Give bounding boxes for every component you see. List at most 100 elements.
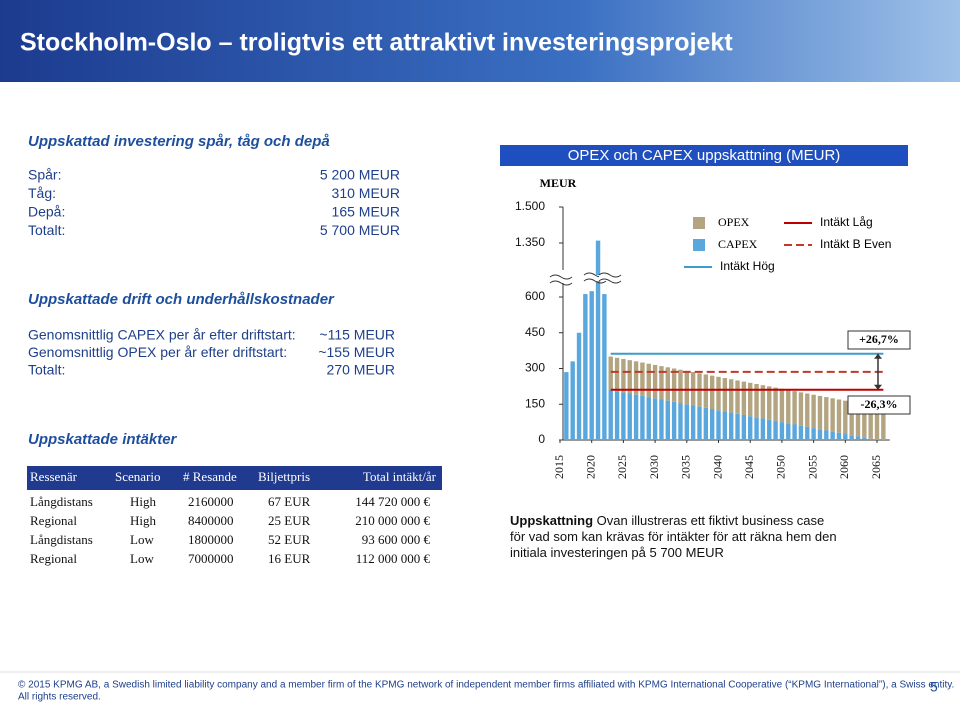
bar xyxy=(589,291,594,440)
row-label: Genomsnittlig OPEX per år efter driftsta… xyxy=(28,344,287,360)
axis-break-gap xyxy=(550,277,572,283)
row-value: 5 200 MEUR xyxy=(320,167,400,183)
x-tick-label: 2045 xyxy=(742,455,756,479)
axis-break xyxy=(598,272,622,278)
x-tick-label: 2025 xyxy=(615,455,629,479)
bar xyxy=(703,374,709,408)
bar xyxy=(760,385,766,419)
bar xyxy=(570,361,575,440)
legend-label: Intäkt Hög xyxy=(720,259,775,273)
y-tick-label: 150 xyxy=(525,396,545,410)
bar xyxy=(583,294,588,440)
row-value: 165 MEUR xyxy=(332,204,400,220)
bar xyxy=(640,362,645,396)
bar xyxy=(855,403,861,437)
row-value: 5 700 MEUR xyxy=(320,222,400,238)
table-header: Total intäkt/år xyxy=(363,469,437,484)
bar xyxy=(817,429,823,440)
table-header: Ressenär xyxy=(30,469,78,484)
bar xyxy=(805,426,810,440)
bar xyxy=(722,411,728,440)
table-cell: 112 000 000 € xyxy=(356,551,431,566)
bar xyxy=(602,294,607,440)
bar xyxy=(722,378,728,412)
bar xyxy=(684,404,690,440)
section-title: Uppskattad investering spår, tåg och dep… xyxy=(28,133,330,150)
bar xyxy=(760,418,766,440)
bar xyxy=(697,406,702,440)
x-tick-label: 2060 xyxy=(837,455,851,479)
bar xyxy=(748,416,753,440)
bar xyxy=(703,407,709,440)
x-tick-label: 2065 xyxy=(869,455,883,479)
bar xyxy=(811,428,816,440)
y-tick-label: 300 xyxy=(525,361,545,375)
chart-title-bg xyxy=(500,145,908,166)
bar xyxy=(767,386,772,420)
table-cell: 7000000 xyxy=(188,551,234,566)
bar xyxy=(709,375,715,410)
bar xyxy=(824,430,829,440)
x-tick-label: 2050 xyxy=(774,455,788,479)
section-title: Uppskattade intäkter xyxy=(28,431,178,448)
footer-text: © 2015 KPMG AB, a Swedish limited liabil… xyxy=(18,680,954,691)
bar xyxy=(716,410,721,440)
bar xyxy=(595,240,601,440)
bar xyxy=(798,392,804,426)
table-header: Scenario xyxy=(115,469,160,484)
bar xyxy=(741,381,747,415)
bar xyxy=(564,372,569,440)
bar xyxy=(836,432,842,440)
y-tick-label: 1.500 xyxy=(515,199,545,213)
bar xyxy=(659,366,664,400)
row-label: Totalt: xyxy=(28,222,65,238)
table-cell: 8400000 xyxy=(188,513,234,528)
bar xyxy=(741,414,747,440)
bar xyxy=(652,364,658,399)
bar xyxy=(849,401,854,436)
bar xyxy=(792,391,797,425)
bar xyxy=(665,400,670,440)
bar xyxy=(646,397,651,440)
bar xyxy=(608,389,613,440)
legend-swatch xyxy=(693,217,705,229)
bar xyxy=(779,422,785,440)
bar xyxy=(849,435,854,440)
bar xyxy=(621,358,626,393)
bar xyxy=(614,391,620,440)
table-header: # Resande xyxy=(183,469,237,484)
table-cell: 210 000 000 € xyxy=(355,513,430,528)
annotation-box xyxy=(847,395,911,415)
table-cell: High xyxy=(130,494,157,509)
table-cell: 67 EUR xyxy=(268,494,311,509)
y-tick-label: 600 xyxy=(525,289,545,303)
annotation-box xyxy=(847,330,911,350)
axis-break xyxy=(549,280,573,286)
table-cell: Regional xyxy=(30,513,77,528)
bar xyxy=(830,398,835,432)
bar xyxy=(576,332,582,440)
bar xyxy=(874,406,880,440)
bar xyxy=(678,403,683,440)
y-tick-label: 450 xyxy=(525,325,545,339)
table-header: Biljettpris xyxy=(258,469,310,484)
bar xyxy=(748,382,753,417)
bar xyxy=(671,368,677,402)
y-axis-label: MEUR xyxy=(540,176,577,190)
bar xyxy=(646,363,651,398)
y-tick-label: 1.350 xyxy=(515,235,545,249)
annotation-arrowhead xyxy=(874,353,882,359)
bar xyxy=(652,398,658,440)
table-cell: 93 600 000 € xyxy=(362,532,431,547)
bar xyxy=(627,393,632,440)
bar xyxy=(671,401,677,440)
bar xyxy=(735,413,740,440)
bar xyxy=(709,409,715,440)
row-value: 270 MEUR xyxy=(327,362,395,378)
bar xyxy=(786,389,791,424)
bar xyxy=(798,425,804,440)
x-tick-label: 2020 xyxy=(583,455,597,479)
bar xyxy=(868,438,873,440)
bar xyxy=(843,434,848,440)
bar xyxy=(786,423,791,440)
